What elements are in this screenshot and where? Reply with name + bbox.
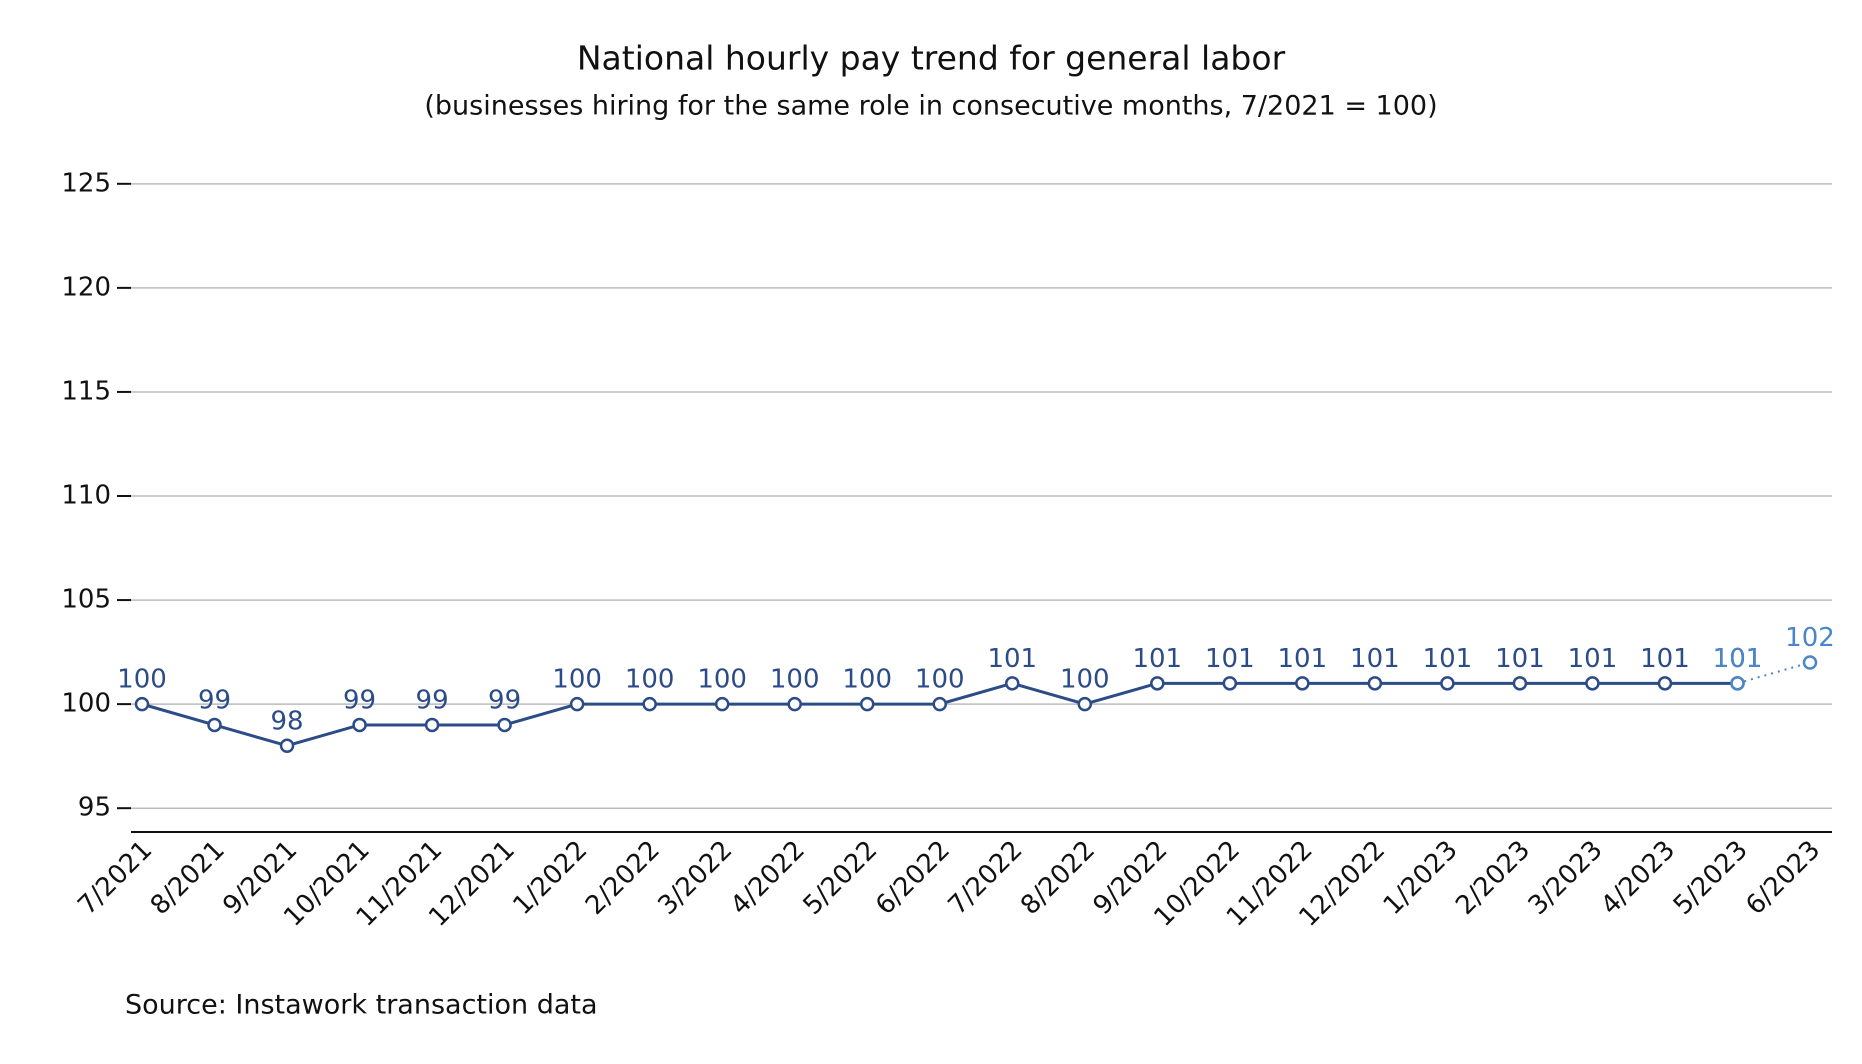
point xyxy=(1802,655,1818,670)
x-tick-label: 2/2022 xyxy=(580,835,666,921)
point xyxy=(787,696,802,712)
y-tick-label: 105 xyxy=(61,585,111,615)
data-label: 101 xyxy=(1713,644,1763,674)
data-label: 100 xyxy=(1060,665,1110,695)
data-label: 101 xyxy=(1132,644,1182,674)
point xyxy=(1367,676,1383,691)
data-label: 101 xyxy=(1495,644,1545,674)
data-label: 98 xyxy=(270,706,303,736)
x-tick-label: 5/2023 xyxy=(1668,835,1754,921)
data-label: 100 xyxy=(552,665,602,695)
x-tick-label: 8/2022 xyxy=(1015,835,1101,921)
data-label: 99 xyxy=(198,685,231,715)
point xyxy=(1585,676,1600,691)
point xyxy=(859,696,875,712)
data-label: 101 xyxy=(1640,644,1690,674)
y-tick-label: 115 xyxy=(61,376,111,406)
point xyxy=(134,696,150,712)
data-label: 100 xyxy=(770,665,820,695)
data-label: 100 xyxy=(842,665,892,695)
point xyxy=(1150,676,1165,691)
data-label: 100 xyxy=(915,665,965,695)
point xyxy=(1077,696,1093,712)
x-tick-label: 7/2021 xyxy=(72,835,158,921)
y-tick-label: 95 xyxy=(78,793,111,823)
x-tick-label: 6/2023 xyxy=(1740,835,1826,921)
data-label: 101 xyxy=(1350,644,1400,674)
x-tick-label: 1/2023 xyxy=(1378,835,1464,921)
point xyxy=(1657,676,1673,691)
x-tick-label: 1/2022 xyxy=(507,835,593,921)
data-label: 101 xyxy=(1205,644,1255,674)
data-label: 102 xyxy=(1785,623,1835,653)
point xyxy=(497,717,512,733)
x-tick-label: 4/2022 xyxy=(725,835,811,921)
data-label: 99 xyxy=(343,685,376,715)
x-tick-label: 8/2021 xyxy=(145,835,231,921)
point xyxy=(642,696,657,712)
x-tick-label: 2/2023 xyxy=(1450,835,1536,921)
data-label: 99 xyxy=(416,685,449,715)
point xyxy=(207,717,222,733)
y-tick-label: 120 xyxy=(61,272,111,302)
data-label: 101 xyxy=(1423,644,1473,674)
x-tick-label: 3/2023 xyxy=(1523,835,1609,921)
data-label: 100 xyxy=(697,665,747,695)
x-tick-label: 4/2023 xyxy=(1595,835,1681,921)
data-label: 99 xyxy=(488,685,521,715)
chart-subtitle: (businesses hiring for the same role in … xyxy=(424,91,1437,122)
point xyxy=(714,696,730,712)
point xyxy=(932,696,947,712)
y-tick-label: 125 xyxy=(61,168,111,198)
point xyxy=(1005,676,1020,691)
y-tick-label: 110 xyxy=(61,481,111,511)
point xyxy=(279,738,295,753)
point xyxy=(1295,676,1310,691)
point xyxy=(352,717,367,733)
chart-title: National hourly pay trend for general la… xyxy=(577,39,1286,78)
x-tick-label: 6/2022 xyxy=(870,835,956,921)
point xyxy=(1730,676,1745,691)
point xyxy=(1440,676,1455,691)
data-label: 101 xyxy=(1713,644,1763,674)
source-note: Source: Instawork transaction data xyxy=(125,990,598,1021)
x-tick-label: 7/2022 xyxy=(943,835,1029,921)
data-label: 100 xyxy=(117,665,167,695)
point xyxy=(1222,676,1238,691)
data-label: 101 xyxy=(987,644,1037,674)
y-tick-label: 100 xyxy=(61,689,111,719)
x-tick-label: 5/2022 xyxy=(798,835,884,921)
point xyxy=(569,696,585,712)
x-tick-label: 3/2022 xyxy=(653,835,739,921)
data-label: 101 xyxy=(1278,644,1328,674)
point xyxy=(424,717,440,733)
point xyxy=(1512,676,1528,691)
data-label: 101 xyxy=(1568,644,1618,674)
data-label: 100 xyxy=(625,665,675,695)
